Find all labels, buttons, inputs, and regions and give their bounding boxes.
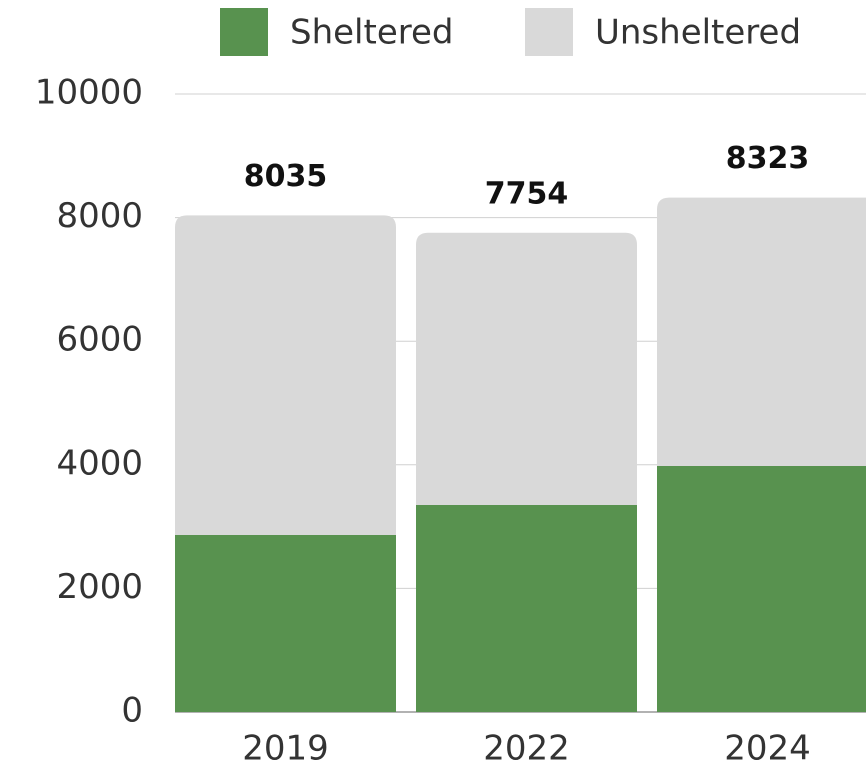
x-tick-label: 2022: [483, 729, 570, 769]
legend-swatch: [220, 8, 268, 56]
y-tick-label: 10000: [35, 73, 143, 113]
bar-segment: [416, 232, 637, 505]
bar-segment: [175, 535, 396, 712]
bar-segment: [416, 504, 637, 712]
bar-segment: [657, 197, 866, 466]
y-tick-label: 4000: [56, 443, 143, 483]
y-tick-label: 2000: [56, 567, 143, 607]
total-label: 8035: [244, 159, 328, 194]
y-tick-label: 6000: [56, 320, 143, 360]
bar-segment: [657, 465, 866, 712]
y-tick-label: 0: [121, 691, 143, 731]
y-tick-label: 8000: [56, 196, 143, 236]
legend-label: Unsheltered: [595, 13, 801, 53]
total-label: 7754: [485, 176, 569, 211]
total-label: 8323: [726, 141, 810, 176]
legend-label: Sheltered: [290, 13, 453, 53]
x-tick-label: 2024: [724, 729, 811, 769]
x-tick-label: 2019: [242, 729, 329, 769]
legend-swatch: [525, 8, 573, 56]
bar-segment: [175, 215, 396, 536]
